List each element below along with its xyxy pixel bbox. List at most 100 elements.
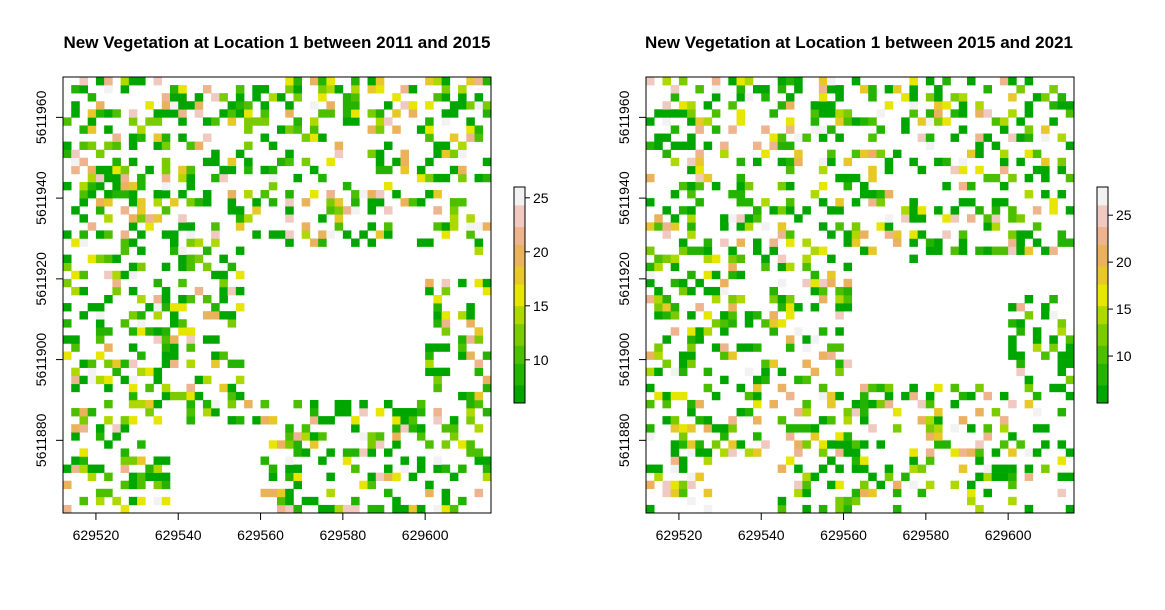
raster-cell [178, 173, 187, 183]
raster-cell [950, 448, 960, 457]
raster-cell [482, 351, 492, 360]
raster-cell [687, 286, 696, 296]
raster-cell [285, 488, 294, 498]
raster-cell [753, 246, 762, 255]
raster-cell [958, 464, 968, 473]
raster-cell [1032, 222, 1042, 231]
colorbar-swatch [514, 277, 525, 281]
raster-cell [1008, 214, 1017, 223]
raster-cell [818, 109, 828, 118]
raster-cell [802, 408, 811, 417]
raster-cell [662, 230, 671, 239]
raster-cell [860, 399, 869, 409]
raster-cell [678, 359, 688, 368]
raster-cell [950, 246, 960, 255]
raster-cell [1008, 343, 1017, 352]
raster-cell [202, 311, 212, 320]
raster-cell [720, 149, 729, 159]
y-tick-label: 5611920 [33, 252, 49, 306]
raster-cell [975, 383, 984, 393]
raster-cell [843, 262, 853, 272]
raster-cell [975, 149, 984, 159]
raster-cell [128, 133, 138, 142]
raster-cell [219, 311, 228, 320]
raster-cell [400, 456, 409, 465]
raster-cell [1049, 335, 1058, 344]
raster-cell [909, 238, 918, 247]
raster-cell [983, 214, 992, 223]
raster-cell [137, 327, 146, 336]
raster-cell [392, 440, 401, 449]
raster-cell [1008, 133, 1017, 142]
raster-cell [79, 375, 88, 385]
raster-cell [950, 424, 960, 433]
raster-cell [120, 246, 130, 255]
raster-cell [1016, 133, 1025, 142]
raster-cell [670, 303, 680, 312]
raster-cell [202, 117, 212, 126]
raster-cell [309, 125, 319, 134]
raster-cell [687, 165, 696, 175]
raster-cell [137, 133, 146, 142]
raster-cell [219, 93, 228, 102]
raster-cell [104, 230, 113, 239]
raster-cell [301, 157, 311, 167]
raster-cell [202, 262, 212, 272]
raster-cell [161, 295, 171, 304]
colorbar-swatch [514, 370, 525, 375]
raster-cell [425, 238, 434, 247]
raster-cell [925, 93, 935, 102]
colorbar-swatch [514, 302, 525, 307]
raster-cell [474, 327, 484, 336]
raster-cell [678, 440, 688, 449]
raster-cell [670, 367, 680, 377]
raster-cell [128, 77, 138, 86]
raster-cell [967, 149, 976, 159]
raster-cell [153, 480, 163, 490]
raster-cell [744, 181, 754, 191]
raster-cell [425, 359, 434, 368]
raster-cell [662, 335, 671, 344]
raster-cell [917, 488, 927, 498]
raster-cell [687, 335, 696, 344]
colorbar-swatch [514, 341, 525, 346]
raster-cell [482, 77, 492, 86]
raster-cell [736, 343, 746, 352]
raster-cell [137, 77, 146, 86]
raster-cell [87, 222, 97, 231]
raster-cell [235, 286, 245, 296]
raster-cell [736, 222, 746, 231]
raster-cell [1024, 504, 1034, 514]
raster-cell [687, 230, 696, 239]
raster-cell [703, 117, 713, 126]
raster-cell [843, 303, 853, 312]
raster-cell [153, 77, 163, 86]
raster-cell [367, 85, 377, 94]
raster-cell [120, 173, 130, 183]
raster-cell [934, 246, 943, 255]
raster-cell [227, 391, 237, 401]
raster-cell [95, 303, 105, 312]
raster-cell [917, 133, 927, 142]
colorbar-swatch [1097, 205, 1108, 209]
raster-cell [703, 246, 713, 255]
raster-cell [810, 117, 820, 126]
raster-cell [449, 424, 459, 433]
raster-cell [87, 375, 97, 385]
raster-cell [293, 504, 302, 514]
raster-cell [1016, 85, 1025, 94]
raster-cell [670, 93, 680, 102]
raster-cell [967, 488, 976, 498]
raster-cell [835, 327, 844, 336]
raster-cell [211, 238, 220, 247]
raster-cell [285, 149, 294, 159]
raster-cell [161, 157, 171, 167]
raster-cell [104, 109, 113, 118]
colorbar-swatch [1097, 356, 1108, 361]
raster-cell [186, 181, 195, 191]
raster-cell [670, 416, 680, 425]
raster-cell [449, 198, 459, 207]
raster-cell [227, 117, 237, 126]
raster-cell [1057, 367, 1067, 377]
